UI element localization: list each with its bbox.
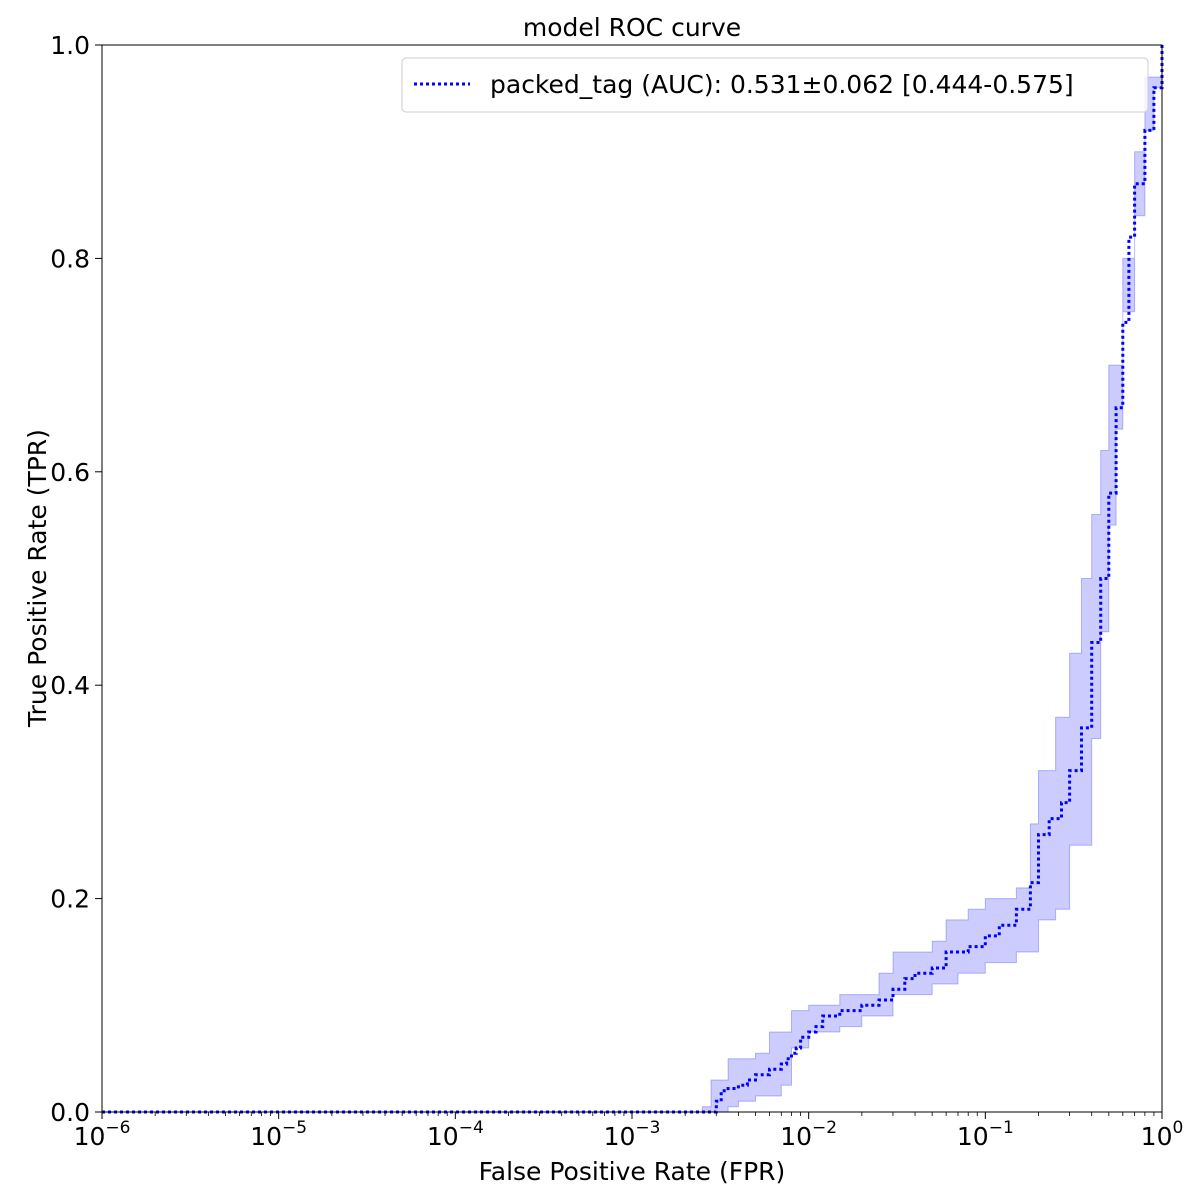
y-tick-label: 0.4 <box>50 671 90 700</box>
confidence-band-0 <box>102 45 1163 1113</box>
x-axis-title: False Positive Rate (FPR) <box>479 1157 786 1186</box>
legend-box <box>401 57 1149 113</box>
plot-area <box>102 45 1164 1114</box>
y-tick-label: 0.2 <box>50 885 90 914</box>
y-axis-title: True Positive Rate (TPR) <box>23 429 52 728</box>
legend: packed_tag (AUC): 0.531±0.062 [0.444-0.5… <box>401 57 1149 113</box>
chart-title: model ROC curve <box>523 13 741 42</box>
x-tick-label: 10−5 <box>250 1118 307 1151</box>
x-tick-label: 10−3 <box>604 1118 661 1151</box>
x-tick-label: 10−6 <box>74 1118 131 1151</box>
y-tick-label: 0.8 <box>50 244 90 273</box>
x-tick-label: 10−4 <box>427 1118 484 1151</box>
roc-curve-line-0 <box>102 45 1164 1114</box>
x-tick-label: 10−1 <box>957 1118 1014 1151</box>
y-tick-label: 0.6 <box>50 458 90 487</box>
legend-entry-label: packed_tag (AUC): 0.531±0.062 [0.444-0.5… <box>490 70 1074 99</box>
y-tick-label: 1.0 <box>50 31 90 60</box>
x-tick-label: 10−2 <box>780 1118 837 1151</box>
axes: 10−6 10−5 10−4 10−3 10−2 10−1 100 0.0 0.2 0.4 0.6 0… <box>50 31 1183 1151</box>
x-tick-label: 100 <box>1141 1118 1184 1151</box>
y-tick-label: 0.0 <box>50 1098 90 1127</box>
